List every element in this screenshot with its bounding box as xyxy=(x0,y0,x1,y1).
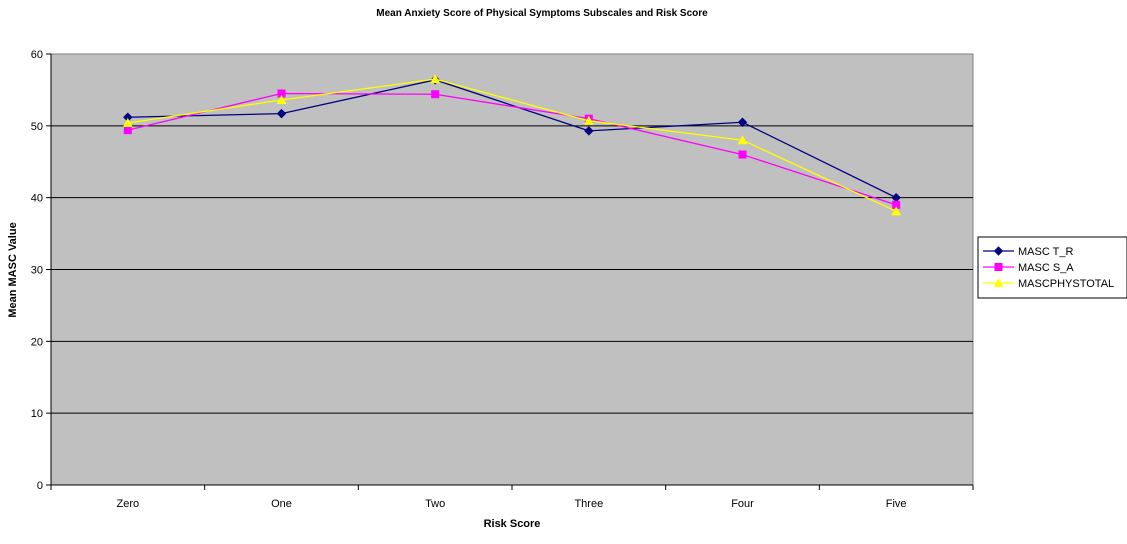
y-tick-label-30: 30 xyxy=(31,265,43,277)
legend-label-masc-s-a: MASC S_A xyxy=(1018,262,1074,274)
x-tick-label-one: One xyxy=(271,498,292,510)
x-tick-label-zero: Zero xyxy=(117,498,140,510)
point-masc-t-r-1 xyxy=(276,108,287,119)
x-tick-label-four: Four xyxy=(731,498,754,510)
point-masc-t-r-4 xyxy=(737,117,748,127)
point-masc-s-a-2 xyxy=(431,90,440,99)
legend-label-mascphystotal: MASCPHYSTOTAL xyxy=(1018,278,1114,290)
y-tick-label-60: 60 xyxy=(31,49,43,61)
point-masc-s-a-0 xyxy=(123,126,132,135)
series-line-mascphystotal xyxy=(127,78,897,212)
point-masc-s-a-4 xyxy=(738,150,747,159)
point-mascphystotal-3 xyxy=(583,115,594,125)
point-mascphystotal-2 xyxy=(430,74,440,84)
y-tick-label-40: 40 xyxy=(31,193,43,205)
series-line-masc-s-a xyxy=(127,92,897,206)
series-lines xyxy=(123,74,902,216)
legend-marker-masc-t-r xyxy=(993,246,1004,256)
x-tick-label-five: Five xyxy=(886,498,907,510)
y-tick-label-50: 50 xyxy=(31,121,43,133)
point-mascphystotal-4 xyxy=(737,135,748,145)
y-tick-label-20: 20 xyxy=(31,336,43,348)
x-axis-title: Risk Score xyxy=(484,518,541,530)
y-tick-labels: 0 10 20 30 40 50 60 xyxy=(31,49,43,492)
chart-title: Mean Anxiety Score of Physical Symptoms … xyxy=(376,8,708,19)
point-mascphystotal-0 xyxy=(123,117,133,127)
x-tick-labels: Zero One Two Three Four Five xyxy=(117,498,907,510)
axes xyxy=(46,53,974,490)
point-mascphystotal-1 xyxy=(276,94,287,104)
gridlines xyxy=(51,125,973,414)
point-masc-t-r-3 xyxy=(584,126,594,136)
point-mascphystotal-5 xyxy=(891,206,902,216)
legend-marker-masc-s-a xyxy=(994,263,1003,271)
series-line-masc-t-r xyxy=(127,79,897,199)
x-tick-label-three: Three xyxy=(574,498,603,510)
legend-label-masc-t-r: MASC T_R xyxy=(1018,246,1073,258)
x-tick-label-two: Two xyxy=(425,498,445,510)
y-tick-label-0: 0 xyxy=(37,480,43,492)
y-tick-label-10: 10 xyxy=(31,408,43,420)
y-axis-title: Mean MASC Value xyxy=(7,222,19,317)
legend-marker-mascphystotal xyxy=(993,277,1004,287)
legend: MASC T_R MASC S_A MASCPHYSTOTAL xyxy=(977,236,1127,299)
